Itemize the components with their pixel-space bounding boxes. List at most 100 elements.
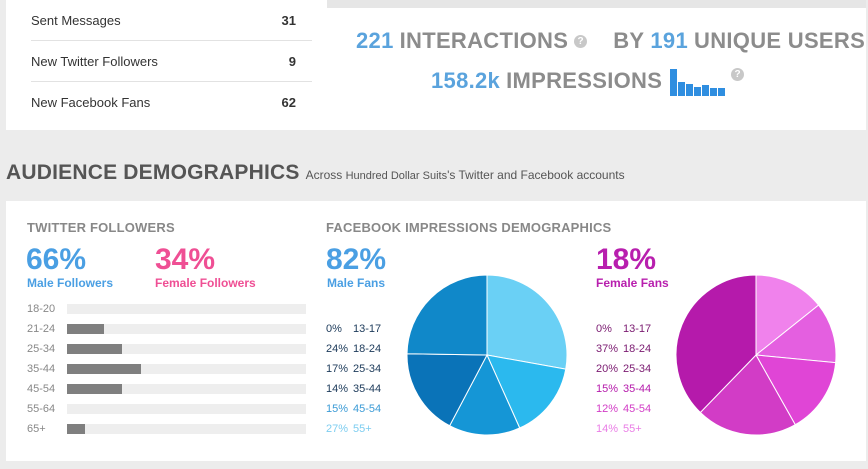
sparkline-bar xyxy=(718,88,726,96)
impressions-metric: 158.2k IMPRESSIONS ? xyxy=(431,66,745,96)
age-breakdown-percent: 0% xyxy=(596,323,612,335)
age-breakdown-row: 12% 45-54 xyxy=(596,403,651,415)
age-breakdown-range: 18-24 xyxy=(353,343,382,355)
pie-slice xyxy=(406,274,488,356)
facebook-demographics-title: FACEBOOK IMPRESSIONS DEMOGRAPHICS xyxy=(326,220,612,235)
age-breakdown-row: 24% 18-24 xyxy=(326,343,381,355)
age-bar-row: 65+ xyxy=(27,423,307,435)
age-breakdown-percent: 37% xyxy=(596,343,619,355)
unique-users-value: 191 xyxy=(650,28,688,53)
impressions-value: 158.2k xyxy=(431,68,501,93)
twitter-male-percent: 66% xyxy=(26,243,87,276)
age-breakdown-range: 35-44 xyxy=(623,383,652,395)
age-bar-fill xyxy=(67,344,122,354)
age-bar-row: 25-34 xyxy=(27,343,307,355)
sparkline-bar xyxy=(710,88,718,96)
age-breakdown-range: 25-34 xyxy=(353,363,382,375)
age-breakdown-row: 20% 25-34 xyxy=(596,363,651,375)
age-bar-label: 18-20 xyxy=(27,303,56,315)
subtitle-prefix: Across xyxy=(305,168,343,182)
section-subtitle: Across Hundred Dollar Suits's Twitter an… xyxy=(306,168,625,182)
pie-slice xyxy=(486,274,568,370)
unique-users-label: UNIQUE USERS xyxy=(694,28,866,53)
twitter-female-label: Female Followers xyxy=(155,276,256,290)
age-breakdown-percent: 17% xyxy=(326,363,349,375)
demographics-card: TWITTER FOLLOWERS 66% Male Followers 34%… xyxy=(6,201,866,461)
facebook-female-label: Female Fans xyxy=(596,276,669,290)
sparkline-bar xyxy=(670,69,678,96)
sparkline-bar xyxy=(702,85,710,96)
age-breakdown-row: 15% 35-44 xyxy=(596,383,651,395)
age-bar-label: 35-44 xyxy=(27,363,56,375)
age-bar-fill xyxy=(67,384,122,394)
age-breakdown-row: 15% 45-54 xyxy=(326,403,381,415)
age-bar-label: 55-64 xyxy=(27,403,56,415)
age-breakdown-row: 0% 13-17 xyxy=(596,323,651,335)
facebook-male-label: Male Fans xyxy=(327,276,386,290)
age-breakdown-range: 13-17 xyxy=(623,323,652,335)
age-breakdown-range: 45-54 xyxy=(353,403,382,415)
twitter-followers-title: TWITTER FOLLOWERS xyxy=(27,220,175,235)
age-breakdown-range: 13-17 xyxy=(353,323,382,335)
subtitle-suffix: 's Twitter and Facebook accounts xyxy=(447,168,625,182)
stat-label: Sent Messages xyxy=(31,12,121,28)
age-breakdown-percent: 27% xyxy=(326,423,349,435)
age-breakdown-percent: 15% xyxy=(326,403,349,415)
help-icon[interactable]: ? xyxy=(731,68,745,81)
sparkline-bar xyxy=(678,82,686,96)
interactions-metric: 221 INTERACTIONS ? BY 191 UNIQUE USERS ? xyxy=(356,28,868,54)
twitter-male-label: Male Followers xyxy=(27,276,114,290)
age-bar-label: 25-34 xyxy=(27,343,56,355)
pie-slice xyxy=(486,354,567,429)
age-bar-track xyxy=(67,304,306,314)
help-icon[interactable]: ? xyxy=(574,34,588,48)
pie-slice xyxy=(754,304,837,364)
age-breakdown-range: 18-24 xyxy=(623,343,652,355)
section-title: AUDIENCE DEMOGRAPHICS xyxy=(6,161,300,184)
pie-slice xyxy=(406,353,488,427)
section-heading: AUDIENCE DEMOGRAPHICS Across Hundred Dol… xyxy=(6,161,625,185)
age-bar-track xyxy=(67,404,306,414)
pie-slice xyxy=(448,353,521,436)
age-breakdown-percent: 0% xyxy=(326,323,342,335)
stat-row-new-facebook-fans: New Facebook Fans 62 xyxy=(31,82,312,123)
facebook-male-percent: 82% xyxy=(326,243,387,276)
activity-stats-list: Sent Messages 31 New Twitter Followers 9… xyxy=(31,0,312,123)
age-breakdown-percent: 12% xyxy=(596,403,619,415)
age-breakdown-percent: 14% xyxy=(596,423,619,435)
facebook-female-pie-chart xyxy=(675,274,837,436)
age-breakdown-range: 45-54 xyxy=(623,403,652,415)
top-divider-strip xyxy=(327,0,866,8)
age-breakdown-row: 14% 35-44 xyxy=(326,383,381,395)
stat-value: 31 xyxy=(281,12,296,28)
facebook-female-percent: 18% xyxy=(596,243,657,276)
age-breakdown-percent: 20% xyxy=(596,363,619,375)
age-breakdown-row: 27% 55+ xyxy=(326,423,372,435)
stat-row-new-twitter-followers: New Twitter Followers 9 xyxy=(31,41,312,82)
age-bar-row: 18-20 xyxy=(27,303,307,315)
facebook-male-pie-chart xyxy=(406,274,568,436)
impressions-label: IMPRESSIONS xyxy=(506,68,663,93)
interactions-value: 221 xyxy=(356,28,394,53)
account-name: Hundred Dollar Suits xyxy=(345,170,448,182)
stat-label: New Twitter Followers xyxy=(31,53,158,69)
pie-slice xyxy=(755,274,820,357)
age-bar-row: 45-54 xyxy=(27,383,307,395)
interactions-label: INTERACTIONS xyxy=(399,28,569,53)
pie-slice xyxy=(755,354,837,426)
age-breakdown-row: 0% 13-17 xyxy=(326,323,381,335)
age-bar-track xyxy=(67,384,306,394)
age-breakdown-row: 14% 55+ xyxy=(596,423,642,435)
age-bar-label: 21-24 xyxy=(27,323,56,335)
age-breakdown-range: 55+ xyxy=(353,423,372,435)
age-breakdown-percent: 14% xyxy=(326,383,349,395)
stat-value: 9 xyxy=(288,53,296,69)
by-label: BY xyxy=(613,28,645,53)
sparkline-bar xyxy=(686,84,694,96)
impressions-sparkline xyxy=(670,66,726,96)
age-bar-track xyxy=(67,344,306,354)
summary-card: Sent Messages 31 New Twitter Followers 9… xyxy=(6,0,866,130)
stat-row-sent-messages: Sent Messages 31 xyxy=(31,0,312,41)
age-breakdown-range: 35-44 xyxy=(353,383,382,395)
age-bar-row: 21-24 xyxy=(27,323,307,335)
